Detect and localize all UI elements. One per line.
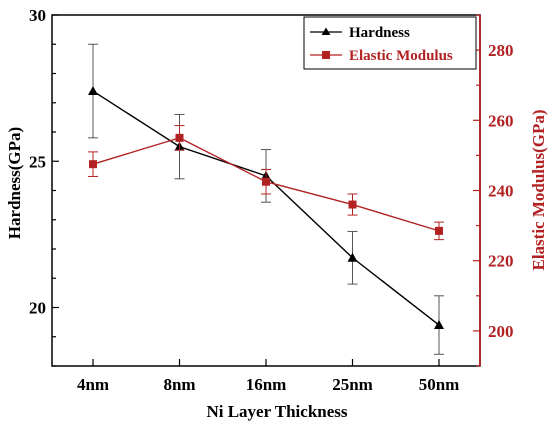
right-tick-label: 260 [488,111,514,130]
right-axis-ticks: 200 220 240 260 280 [473,14,514,367]
data-point [434,320,444,330]
left-tick-label: 30 [29,6,46,25]
x-tick-label: 16nm [246,375,287,394]
series-elastic-modulus [88,125,444,241]
left-tick-label: 20 [29,299,46,318]
x-tick-label: 8nm [163,375,195,394]
legend-marker-modulus [322,51,330,59]
right-tick-label: 220 [488,252,514,271]
legend: Hardness Elastic Modulus [303,16,477,70]
legend-label-hardness: Hardness [349,25,410,41]
x-tick-label: 50nm [419,375,460,394]
x-tick-label: 25nm [332,375,373,394]
legend-marker-hardness [321,27,331,35]
data-point [175,133,184,142]
legend-box [303,16,477,70]
x-tick-label: 4nm [77,375,109,394]
data-point [348,200,357,209]
data-point [262,177,270,186]
right-tick-label: 240 [488,182,514,201]
series-line [92,90,440,326]
left-axis-ticks: 20 25 30 [29,6,59,367]
right-tick-label: 280 [488,41,514,60]
data-point [435,226,443,235]
data-point [347,252,358,262]
y-axis-title-left: Hardness(GPa) [5,127,24,239]
data-point [89,160,97,169]
x-axis-title: Ni Layer Thickness [206,402,347,421]
y-axis-title-right: Elastic Modulus(GPa) [529,109,548,270]
x-axis-ticks: 4nm 8nm 16nm 25nm 50nm [77,359,459,394]
data-point [88,86,98,96]
series-layer [88,43,444,355]
right-tick-label: 200 [488,322,514,341]
legend-label-modulus: Elastic Modulus [349,48,453,64]
left-tick-label: 25 [29,152,46,171]
series-hardness [88,43,444,355]
